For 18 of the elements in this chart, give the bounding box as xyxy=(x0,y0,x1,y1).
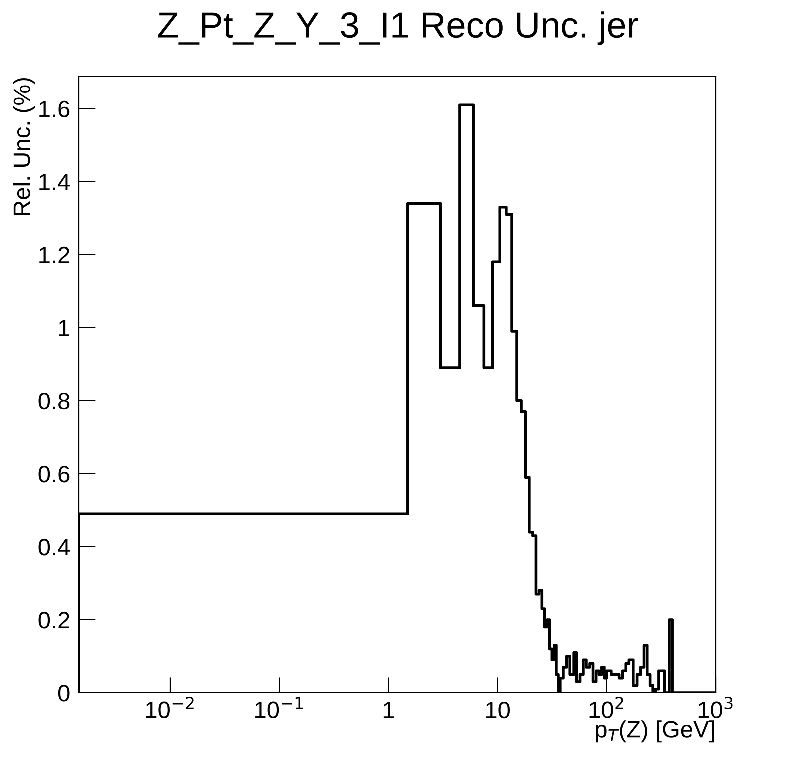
x-axis-title: p$_{T}$(Z) [GeV] xyxy=(596,720,714,743)
y-tick-label: 1.2 xyxy=(40,246,70,264)
x-tick-label: 10$^{−2}$ xyxy=(146,696,194,718)
y-tick-label: 0.6 xyxy=(38,466,70,483)
x-tick-label: 1 xyxy=(384,702,394,718)
y-tick-label: 0.8 xyxy=(38,392,70,410)
y-tick-label: 0.2 xyxy=(38,612,70,629)
y-axis-title: Rel. Unc. (%) xyxy=(13,78,36,216)
x-tick-label: 10$^{−1}$ xyxy=(256,697,304,719)
x-tick-label: 10$^{2}$ xyxy=(590,696,624,718)
y-tick-label: 0.4 xyxy=(38,539,70,556)
x-tick-label: 10 xyxy=(486,702,510,719)
y-tick-label: 1.6 xyxy=(40,100,70,118)
y-tick-label: 1 xyxy=(59,320,70,336)
y-tick-label: 1.4 xyxy=(40,174,70,190)
x-tick-label: 10$^{3}$ xyxy=(698,696,733,718)
y-tick-label: 0 xyxy=(58,685,70,702)
chart-title: Z_Pt_Z_Y_3_I1 Reco Unc. jer xyxy=(158,12,638,46)
